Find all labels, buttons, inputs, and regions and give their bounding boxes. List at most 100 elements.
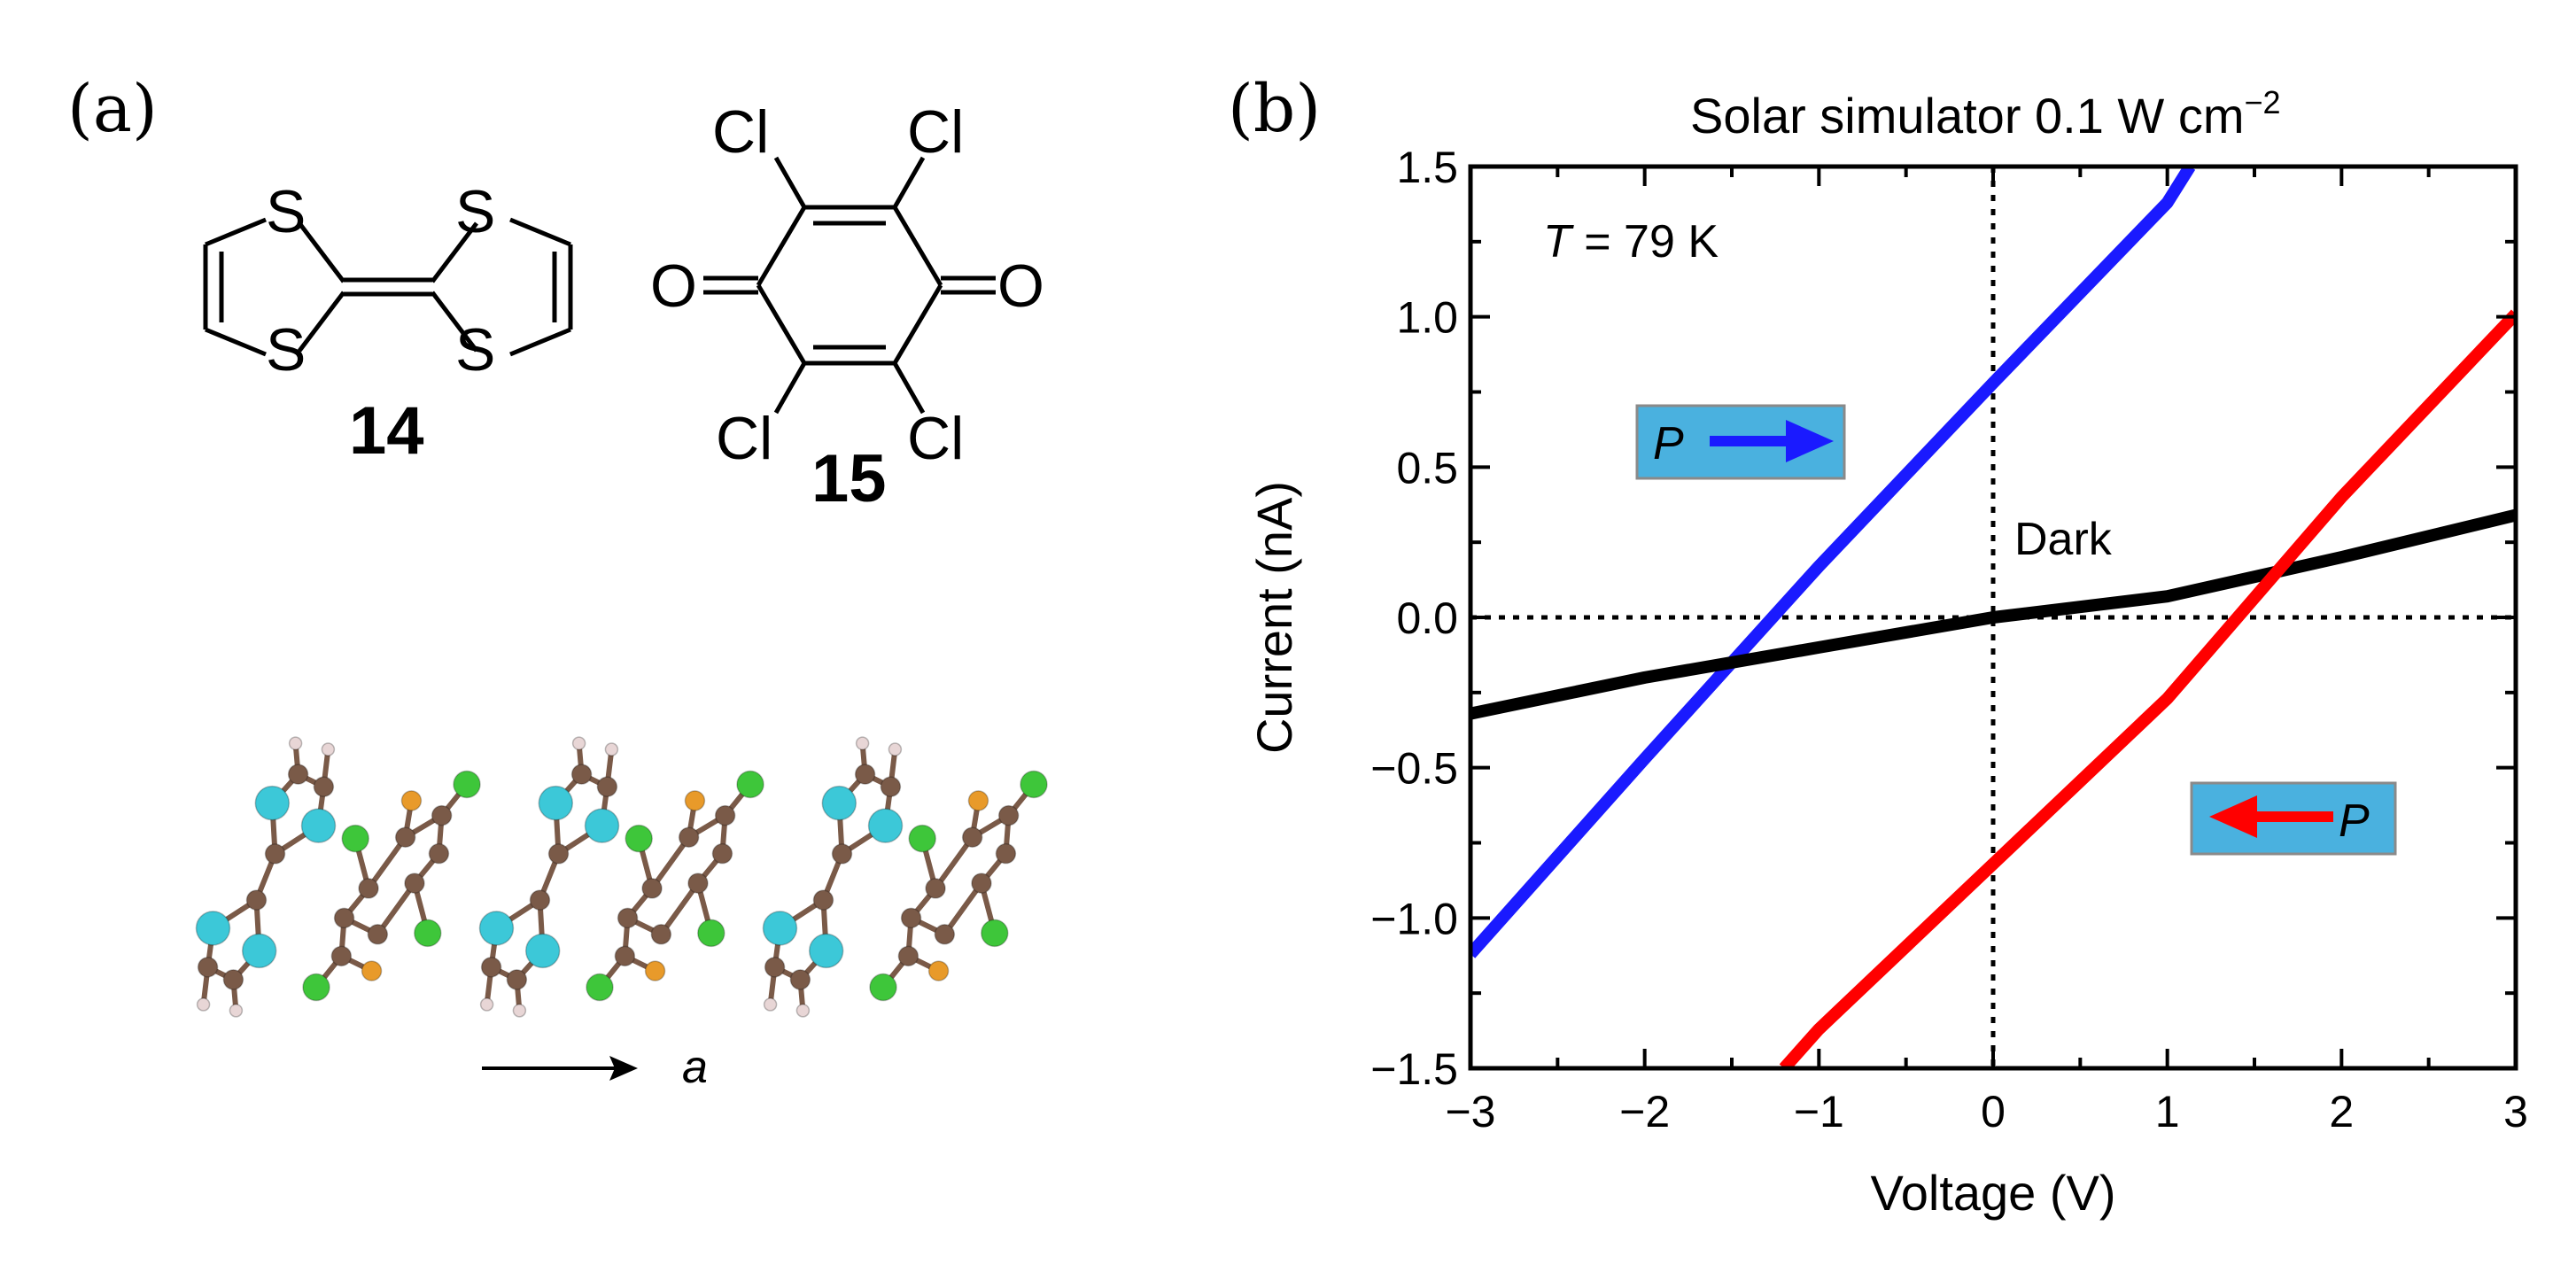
atom-cl-15-top-left: Cl: [712, 98, 769, 166]
crystal-packing-illustration: [195, 736, 1048, 1018]
x-tick-label: −1: [1794, 1087, 1844, 1136]
carbon-atom: [596, 776, 618, 797]
carbon-atom: [711, 842, 733, 865]
x-tick-label: 1: [2155, 1087, 2180, 1136]
atom-o-15-left: O: [650, 252, 697, 320]
hydrogen-atom: [763, 997, 778, 1012]
bond: [375, 880, 417, 937]
polarization-right-label: P: [1653, 418, 1684, 469]
panel-b-label: (b): [1228, 71, 1321, 147]
carbon-atom: [547, 843, 570, 865]
polarization-right-box: P: [1635, 404, 1846, 480]
molecule-14-number: 14: [349, 393, 424, 469]
sulfur-atom: [524, 933, 561, 969]
carbon-atom: [900, 907, 922, 929]
chlorine-atom: [981, 919, 1009, 948]
chlorine-atom: [341, 824, 369, 853]
carbon-atom: [197, 957, 219, 978]
carbon-atom: [995, 842, 1017, 865]
sulfur-atom: [195, 911, 231, 946]
carbon-atom: [529, 889, 551, 911]
sulfur-atom: [867, 808, 904, 843]
hydrogen-atom: [196, 997, 211, 1012]
molecule-15-structure: [703, 156, 996, 415]
chlorine-atom: [736, 770, 764, 799]
bond: [942, 880, 984, 937]
sulfur-atom: [300, 808, 337, 843]
carbon-atom: [897, 945, 919, 967]
series-group: [1470, 167, 2516, 1068]
carbon-atom: [934, 924, 956, 945]
carbon-atom: [971, 873, 992, 894]
carbon-atom: [714, 804, 736, 826]
carbon-atom: [570, 764, 593, 785]
chlorine-atom: [869, 973, 897, 1002]
hydrogen-atom: [479, 997, 494, 1012]
sulfur-atom: [254, 785, 291, 821]
arrow-left-icon: [2209, 795, 2257, 838]
y-tick-label: −1.0: [1370, 894, 1458, 943]
atom-o-15-right: O: [997, 252, 1044, 320]
y-tick-label: 0.5: [1396, 443, 1458, 493]
oxygen-atom: [644, 960, 666, 981]
chlorine-atom: [697, 919, 725, 948]
y-tick-label: 0.0: [1396, 593, 1458, 643]
bond: [649, 834, 692, 891]
carbon-atom: [678, 826, 700, 848]
polarization-left-label: P: [2339, 795, 2370, 847]
atom-cl-15-bottom-right: Cl: [907, 405, 964, 472]
carbon-atom: [222, 969, 244, 990]
carbon-atom: [428, 842, 450, 865]
sulfur-atom: [241, 933, 277, 969]
x-tick-label: −2: [1619, 1087, 1670, 1136]
y-tick-label: −0.5: [1370, 744, 1458, 794]
carbon-atom: [812, 889, 834, 911]
sulfur-atom: [584, 808, 620, 843]
molecule-15-number: 15: [811, 441, 887, 516]
hydrogen-atom: [571, 736, 586, 750]
carbon-atom: [245, 889, 268, 911]
sulfur-atom: [478, 911, 515, 946]
carbon-atom: [287, 764, 309, 785]
iv-plot: −3 −2 −1 0 1 2 3 −1.5 −1.0 −0.5 0.0 0.5 1.0 1.5 Voltag…: [1246, 143, 2528, 1221]
atom-s-14-bottom-left: S: [266, 316, 306, 384]
x-axis-title: Voltage (V): [1870, 1165, 2115, 1221]
chart-title-superscript: −2: [2245, 84, 2281, 120]
carbon-atom: [789, 969, 811, 990]
temperature-annotation: T = 79 K: [1543, 216, 1719, 268]
chlorine-atom: [302, 973, 330, 1002]
atom-cl-15-top-right: Cl: [907, 98, 964, 166]
carbon-atom: [617, 907, 639, 929]
carbon-atom: [854, 764, 876, 785]
chlorine-atom: [586, 973, 614, 1002]
dark-curve-label: Dark: [2014, 514, 2113, 565]
sulfur-atom: [762, 911, 798, 946]
sulfur-atom: [821, 785, 857, 821]
carbon-atom: [333, 907, 355, 929]
carbon-atom: [880, 776, 902, 797]
carbon-atom: [313, 776, 335, 797]
carbon-atom: [506, 969, 528, 990]
oxygen-atom: [967, 790, 989, 811]
bond: [366, 834, 408, 891]
chlorine-atom: [453, 770, 481, 799]
chart-title-main: Solar simulator 0.1 W cm: [1690, 88, 2245, 143]
chlorine-atom: [625, 824, 653, 853]
atom-s-14-top-right: S: [455, 178, 495, 245]
carbon-atom: [264, 843, 286, 865]
oxygen-atom: [400, 790, 423, 811]
hydrogen-atom: [321, 742, 336, 756]
carbon-atom: [961, 826, 983, 848]
hydrogen-atom: [229, 1004, 244, 1018]
hydrogen-atom: [288, 736, 303, 750]
carbon-atom: [614, 945, 636, 967]
x-tick-label: 0: [1981, 1087, 2006, 1136]
series-line-p-right: [1470, 167, 2196, 958]
chlorine-atom: [908, 824, 936, 853]
panel-a-label: (a): [67, 71, 158, 147]
hydrogen-atom: [795, 1004, 811, 1018]
atom-s-14-top-left: S: [266, 178, 306, 245]
carbon-atom: [480, 957, 502, 978]
carbon-atom: [431, 804, 453, 826]
